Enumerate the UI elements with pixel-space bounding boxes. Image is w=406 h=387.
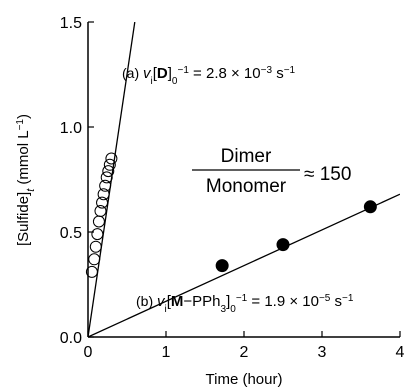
data-point-a <box>96 196 109 209</box>
annotation-a-value-exp: −3 <box>261 65 273 76</box>
annotation-b: (b) vi[M−PPh3]0−1 = 1.9 × 10−5 s−1 <box>136 293 354 315</box>
annotation-a-exp: −1 <box>177 65 189 76</box>
annotation-b-close: ] <box>226 293 230 310</box>
data-point-a <box>105 152 118 165</box>
y-tick-label: 1.0 <box>60 120 82 137</box>
data-point-b <box>215 259 229 273</box>
annotation-b-unit-exp: −1 <box>342 293 354 304</box>
annotation-b-unit: s <box>330 293 342 310</box>
annotation-b-vsub: i <box>165 304 167 315</box>
annotation-a: (a) vi[D]0−1 = 2.8 × 10−3 s−1 <box>122 65 296 87</box>
data-point-a <box>85 265 98 278</box>
y-label-unit: (mmol L <box>15 130 32 188</box>
y-axis-label: [Sulfide]t (mmol L−1) <box>15 114 38 246</box>
annotation-b-species: M <box>171 293 184 310</box>
annotation-a-close: ] <box>168 65 172 82</box>
data-point-a <box>99 179 112 192</box>
y-tick-label: 0.5 <box>60 225 82 242</box>
data-point-a <box>102 165 115 178</box>
annotation-a-v: v <box>143 65 152 82</box>
data-point-a <box>103 158 116 171</box>
x-tick-label: 0 <box>84 344 93 361</box>
annotation-b-value-exp: −5 <box>319 293 331 304</box>
y-tick-label: 1.5 <box>60 15 82 32</box>
annotation-a-unit: s <box>272 65 284 82</box>
annotation-a-open: [ <box>153 65 158 82</box>
y-label-unit-exp: −1 <box>15 119 26 131</box>
x-tick-label: 1 <box>162 344 171 361</box>
y-tick-label: 0.0 <box>60 330 82 347</box>
annotation-a-species: D <box>157 65 168 82</box>
annotation-b-value: = 1.9 × 10 <box>247 293 319 310</box>
x-tick-label: 2 <box>240 344 249 361</box>
data-point-a <box>91 228 104 241</box>
y-label-sub: t <box>25 188 37 192</box>
annotation-b-dash: −PPh <box>183 293 220 310</box>
data-point-b <box>363 200 377 214</box>
data-point-a <box>100 171 113 184</box>
annotation-b-sub3: 3 <box>221 304 227 315</box>
x-tick-label: 3 <box>318 344 327 361</box>
annotation-b-prefix: (b) <box>136 293 157 309</box>
ratio-approx: ≈ 150 <box>304 164 351 185</box>
data-point-a <box>92 215 105 228</box>
annotation-a-zero: 0 <box>172 76 178 87</box>
x-tick-label: 4 <box>396 344 405 361</box>
x-axis-label: Time (hour) <box>206 371 283 387</box>
ratio-numerator: Dimer <box>221 146 272 167</box>
data-point-a <box>94 205 107 217</box>
annotation-a-unit-exp: −1 <box>284 65 296 76</box>
y-label-unit-close: ) <box>15 114 32 119</box>
data-point-a <box>88 253 101 266</box>
y-label-main: [Sulfide] <box>15 192 32 246</box>
annotation-a-value: = 2.8 × 10 <box>189 65 261 82</box>
annotation-b-zero: 0 <box>230 304 236 315</box>
annotation-b-exp: −1 <box>236 293 248 304</box>
annotation-a-prefix: (a) <box>122 65 143 81</box>
data-point-b <box>276 238 290 252</box>
annotation-b-open: [ <box>167 293 172 310</box>
annotation-a-vsub: i <box>151 76 153 87</box>
data-point-a <box>89 240 102 253</box>
annotation-b-v: v <box>157 293 166 310</box>
ratio-denominator: Monomer <box>206 176 287 197</box>
data-point-a <box>97 188 110 201</box>
fit-line-b <box>88 193 400 337</box>
